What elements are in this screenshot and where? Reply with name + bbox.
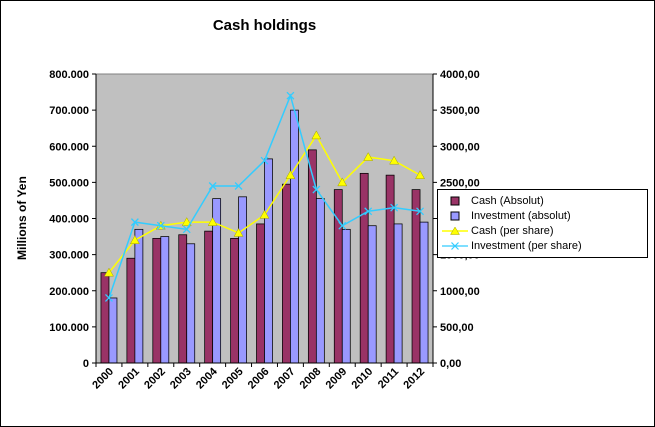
bar (419, 221, 429, 364)
svg-text:2005: 2005 (220, 366, 246, 392)
svg-text:0: 0 (83, 358, 89, 370)
svg-text:2009: 2009 (324, 366, 350, 392)
svg-text:3000,00: 3000,00 (440, 141, 480, 153)
svg-text:500.000: 500.000 (49, 177, 89, 189)
bar (204, 230, 214, 364)
bar (152, 237, 162, 364)
legend-item-1[interactable]: Cash (Absolut) (442, 195, 643, 207)
x-marker (390, 203, 399, 212)
bars-investment-absolut (108, 109, 429, 364)
triangle-marker (207, 217, 218, 226)
bar (238, 196, 247, 364)
bar (290, 109, 299, 364)
svg-text:700.000: 700.000 (49, 105, 89, 117)
svg-text:2011: 2011 (376, 366, 401, 391)
svg-text:500,00: 500,00 (440, 322, 474, 334)
svg-text:800.000: 800.000 (49, 69, 89, 81)
svg-text:100.000: 100.000 (49, 322, 89, 334)
bar (108, 297, 118, 364)
legend-label: Investment (absolut) (471, 210, 571, 222)
x-marker (234, 182, 243, 190)
triangle-marker (285, 170, 296, 179)
x-marker (130, 218, 139, 227)
x-marker (182, 225, 191, 234)
svg-text:2008: 2008 (298, 366, 324, 392)
bar (264, 158, 273, 364)
legend-bar-swatch-icon (442, 195, 468, 207)
triangle-marker (363, 152, 374, 161)
svg-text:4000,00: 4000,00 (440, 69, 480, 81)
bar (341, 228, 351, 364)
svg-text:2000: 2000 (90, 366, 116, 392)
chart-title: Cash holdings (212, 17, 317, 34)
x-marker (105, 294, 113, 302)
axis-lines (95, 74, 434, 364)
svg-text:2012: 2012 (401, 366, 427, 392)
bar (307, 149, 317, 364)
triangle-marker (337, 177, 348, 187)
legend-line-marker-icon (442, 225, 468, 237)
triangle-marker (181, 217, 192, 226)
legend-item-3[interactable]: Cash (per share) (442, 225, 643, 237)
x-marker (338, 221, 347, 230)
svg-text:2002: 2002 (142, 366, 168, 392)
legend-item-4[interactable]: Investment (per share) (442, 240, 643, 252)
svg-text:200.000: 200.000 (49, 286, 89, 298)
svg-text:0,00: 0,00 (440, 358, 461, 370)
bar (178, 234, 188, 364)
bar (100, 272, 110, 364)
svg-text:2006: 2006 (246, 366, 272, 392)
legend-label: Cash (per share) (471, 225, 554, 237)
x-marker (156, 221, 165, 230)
svg-text:2010: 2010 (350, 366, 376, 392)
svg-text:600.000: 600.000 (49, 141, 89, 153)
svg-text:400.000: 400.000 (49, 214, 89, 226)
bar (256, 223, 265, 364)
svg-text:2001: 2001 (116, 366, 142, 392)
bar (282, 183, 291, 364)
triangle-marker (129, 235, 140, 244)
bar (411, 189, 421, 364)
triangle-marker (415, 170, 425, 179)
bar (315, 198, 325, 364)
x-marker (364, 207, 373, 216)
bar (230, 237, 239, 364)
line-investment-per-share (105, 91, 424, 302)
svg-text:2004: 2004 (194, 365, 220, 391)
legend-bar-swatch-icon (442, 210, 468, 222)
x-marker (312, 185, 321, 194)
svg-text:300.000: 300.000 (49, 250, 89, 262)
bar (160, 236, 170, 364)
bar (359, 172, 369, 364)
svg-text:2500,00: 2500,00 (440, 177, 480, 189)
triangle-marker (104, 267, 114, 277)
legend-label: Cash (Absolut) (471, 195, 544, 207)
triangle-marker (233, 227, 244, 237)
legend-item-2[interactable]: Investment (absolut) (442, 210, 643, 222)
bar (385, 174, 395, 364)
x-marker (416, 207, 424, 216)
x-marker (286, 91, 295, 100)
bar (367, 225, 377, 364)
legend-label: Investment (per share) (471, 240, 582, 252)
svg-text:3500,00: 3500,00 (440, 105, 480, 117)
svg-text:2007: 2007 (272, 366, 298, 392)
svg-text:2003: 2003 (168, 366, 194, 392)
bar (134, 228, 144, 364)
bar (186, 243, 196, 364)
left-axis-labels: 0 100.000 200.000 300.000 400.000 500.000 600.… (49, 69, 96, 370)
svg-text:1000,00: 1000,00 (440, 286, 480, 298)
triangle-marker (311, 130, 322, 140)
x-marker (208, 182, 217, 190)
bar (393, 223, 403, 364)
x-marker (260, 156, 269, 165)
triangle-marker (389, 155, 400, 165)
legend[interactable]: Cash (Absolut) Investment (absolut) Cash (… (437, 189, 648, 258)
bar (126, 257, 136, 364)
legend-line-marker-icon (442, 240, 468, 252)
triangle-marker (259, 209, 270, 219)
x-axis-labels: 2000 2001 2002 2003 2004 2005 2006 2007 2008 2009… (90, 363, 434, 392)
